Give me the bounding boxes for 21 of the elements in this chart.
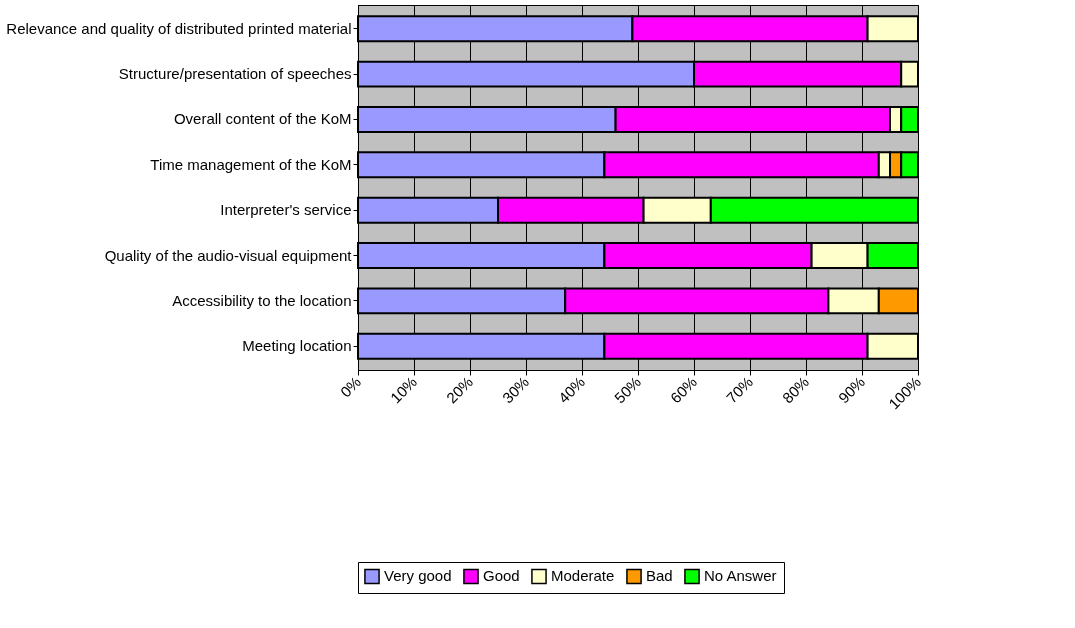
x-tick-label: 40% [554, 373, 589, 407]
legend-label: Very good [384, 567, 452, 585]
y-tick-label: Structure/presentation of speeches [118, 65, 352, 83]
x-tick-label: 90% [834, 373, 869, 407]
legend-label: No Answer [704, 567, 777, 585]
y-tick-label: Accessibility to the location [172, 291, 352, 309]
y-tick-label: Meeting location [242, 337, 352, 355]
legend-label: Moderate [551, 567, 615, 585]
legend-label: Bad [646, 567, 673, 585]
x-tick-label: 30% [498, 373, 533, 407]
legend-label: Good [483, 567, 520, 585]
y-tick-label: Quality of the audio-visual equipment [104, 246, 353, 264]
y-tick-label: Time management of the KoM [150, 155, 352, 173]
x-tick-label: 0% [336, 373, 365, 401]
x-tick-label: 80% [778, 373, 813, 407]
y-tick-label: Overall content of the KoM [173, 110, 352, 128]
x-tick-label: 50% [610, 373, 645, 407]
x-tick-label: 70% [722, 373, 757, 407]
y-tick-label: Interpreter's service [220, 201, 352, 219]
y-tick-label: Relevance and quality of distributed printed material [6, 19, 352, 37]
x-tick-label: 60% [666, 373, 701, 407]
